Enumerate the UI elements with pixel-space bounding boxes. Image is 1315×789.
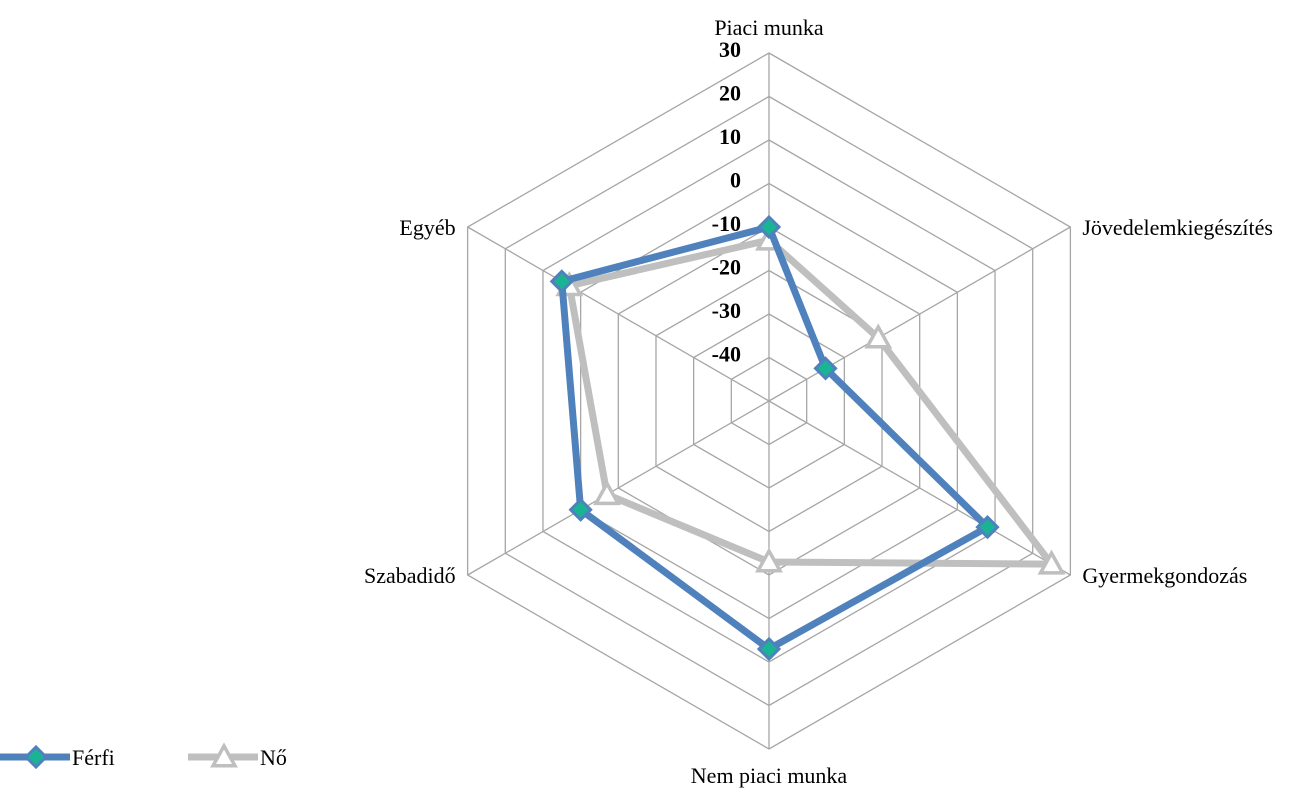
grid-spoke [467, 400, 770, 576]
category-label-nem-piaci-munka: Nem piaci munka [691, 763, 848, 788]
legend-item-ferfi: Férfi [0, 744, 115, 770]
data-point [813, 356, 838, 381]
series-layer [549, 214, 1066, 662]
data-point [756, 214, 782, 240]
tick-label: 0 [730, 168, 741, 193]
data-point [593, 479, 621, 506]
tick-label: 30 [719, 37, 741, 62]
data-point [864, 323, 893, 349]
series-line [558, 223, 991, 653]
data-point [568, 497, 593, 522]
data-point [210, 742, 238, 768]
tick-label: -40 [712, 342, 741, 367]
data-point [1037, 549, 1066, 575]
series-ferfi [549, 214, 1000, 662]
data-point [549, 269, 574, 294]
category-labels: Piaci munka Jövedelemkiegészítés Gyermekgo… [364, 15, 1273, 788]
category-label-gyermekgondozas: Gyermekgondozás [1082, 563, 1247, 588]
category-label-jovedelemkiegeszites: Jövedelemkiegészítés [1082, 215, 1273, 240]
radial-tick-labels: -40 -30 -20 -10 0 10 20 30 [712, 37, 741, 367]
tick-label: 20 [719, 81, 741, 106]
data-point [755, 547, 783, 573]
data-point [756, 636, 782, 662]
grid-spoke [768, 400, 1071, 576]
data-point [23, 744, 49, 770]
legend: Férfi Nő [0, 742, 287, 770]
legend-label: Nő [260, 745, 287, 770]
data-point [975, 515, 1000, 540]
category-label-piaci-munka: Piaci munka [714, 15, 824, 40]
tick-label: -10 [712, 211, 741, 236]
category-label-szabadido: Szabadidő [364, 563, 456, 588]
legend-item-no: Nő [188, 742, 287, 770]
radar-grid [466, 52, 1072, 750]
category-label-egyeb: Egyéb [399, 215, 455, 240]
grid-spoke [467, 226, 770, 402]
legend-label: Férfi [72, 745, 115, 770]
tick-label: -30 [712, 298, 741, 323]
tick-label: 10 [719, 124, 741, 149]
tick-label: -20 [712, 255, 741, 280]
